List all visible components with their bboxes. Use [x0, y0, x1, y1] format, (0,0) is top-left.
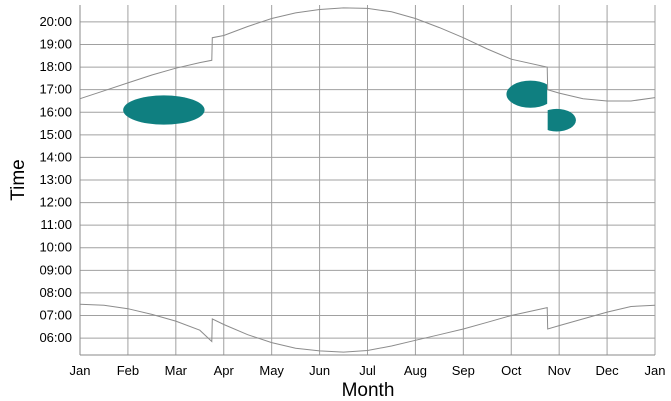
- x-tick-label: Mar: [165, 363, 188, 378]
- x-tick-label: Nov: [548, 363, 572, 378]
- y-tick-label: 20:00: [39, 14, 72, 29]
- x-tick-labels: Jan Feb Mar Apr May Jun Jul Aug Sep Oct Nov Dec Jan: [70, 363, 666, 378]
- y-tick-label: 13:00: [39, 172, 72, 187]
- highlight-region: [506, 80, 548, 108]
- highlight-region: [123, 95, 205, 125]
- highlight-region: [547, 108, 576, 132]
- y-tick-label: 18:00: [39, 59, 72, 74]
- y-axis-title: Time: [8, 159, 29, 201]
- y-tick-label: 14:00: [39, 149, 72, 164]
- x-tick-label: May: [259, 363, 284, 378]
- y-tick-label: 19:00: [39, 37, 72, 52]
- y-tick-label: 07:00: [39, 307, 72, 322]
- x-axis-title: Month: [342, 380, 395, 401]
- grid: [79, 5, 656, 355]
- y-tick-label: 06:00: [39, 330, 72, 345]
- x-tick-label: Jul: [359, 363, 376, 378]
- x-tick-label: Sep: [452, 363, 475, 378]
- y-tick-labels: 06:00 07:00 08:00 09:00 10:00 11:00 12:00 13:00…: [39, 14, 72, 345]
- y-tick-label: 08:00: [39, 285, 72, 300]
- y-tick-label: 17:00: [39, 82, 72, 97]
- x-tick-label: Apr: [214, 363, 235, 378]
- y-tick-label: 16:00: [39, 104, 72, 119]
- highlight-regions: [123, 80, 576, 132]
- series-lines: [79, 7, 656, 353]
- x-tick-label: Jan: [70, 363, 91, 378]
- x-tick-label: Dec: [596, 363, 620, 378]
- y-tick-label: 10:00: [39, 240, 72, 255]
- series-line-sunrise: [79, 303, 656, 353]
- series-line-sunset: [79, 7, 656, 102]
- y-tick-label: 09:00: [39, 262, 72, 277]
- x-tick-label: Jun: [309, 363, 330, 378]
- x-tick-label: Aug: [404, 363, 427, 378]
- x-tick-label: Jan: [645, 363, 666, 378]
- y-tick-label: 12:00: [39, 195, 72, 210]
- y-tick-label: 11:00: [40, 217, 72, 232]
- y-tick-label: 15:00: [39, 127, 72, 142]
- x-tick-label: Oct: [501, 363, 522, 378]
- plot-frame: [79, 5, 655, 356]
- x-tick-label: Feb: [117, 363, 139, 378]
